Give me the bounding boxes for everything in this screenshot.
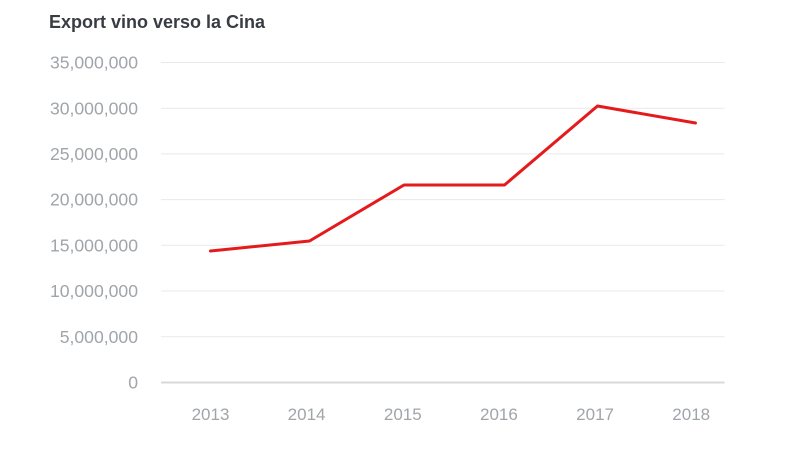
svg-text:10,000,000: 10,000,000: [50, 281, 138, 301]
svg-text:0: 0: [128, 373, 138, 393]
svg-text:2017: 2017: [576, 405, 614, 424]
svg-text:35,000,000: 35,000,000: [50, 53, 138, 73]
svg-text:2016: 2016: [480, 405, 518, 424]
svg-text:20,000,000: 20,000,000: [50, 190, 138, 210]
svg-text:2013: 2013: [192, 405, 230, 424]
svg-text:2015: 2015: [384, 405, 422, 424]
svg-text:30,000,000: 30,000,000: [50, 98, 138, 118]
svg-text:2014: 2014: [288, 405, 326, 424]
svg-text:15,000,000: 15,000,000: [50, 235, 138, 255]
svg-text:25,000,000: 25,000,000: [50, 144, 138, 164]
svg-text:2018: 2018: [672, 405, 710, 424]
svg-text:5,000,000: 5,000,000: [60, 327, 138, 347]
svg-text:Export vino verso la Cina: Export vino verso la Cina: [49, 12, 266, 32]
